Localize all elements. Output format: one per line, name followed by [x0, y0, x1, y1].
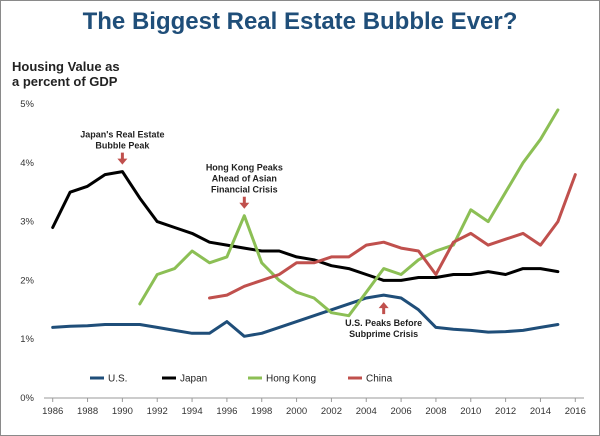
annotation-text: Bubble Peak — [95, 141, 150, 151]
x-tick-label: 2000 — [286, 406, 307, 417]
legend-label: U.S. — [108, 374, 127, 385]
chart-title: The Biggest Real Estate Bubble Ever? — [82, 8, 518, 35]
x-tick-label: 2012 — [495, 406, 516, 417]
x-tick-label: 2004 — [356, 406, 377, 417]
y-tick-label: 0% — [20, 393, 34, 404]
series-line-hong-kong — [138, 108, 560, 318]
x-tick-label: 1986 — [42, 406, 63, 417]
y-tick-label: 1% — [20, 334, 34, 345]
y-axis-label-line: Housing Value as — [12, 59, 120, 74]
annotation-text: Hong Kong Peaks — [206, 163, 283, 173]
annotation-text: Ahead of Asian — [212, 174, 277, 184]
y-tick-label: 5% — [20, 99, 34, 110]
x-tick-label: 1998 — [251, 406, 272, 417]
series-line-china — [208, 173, 577, 300]
series-line-japan — [51, 170, 560, 282]
x-tick-label: 1996 — [216, 406, 237, 417]
x-tick-label: 2010 — [460, 406, 481, 417]
annotation-arrow-head — [117, 158, 128, 165]
annotation-text: Subprime Crisis — [349, 329, 418, 339]
y-tick-label: 3% — [20, 217, 34, 228]
legend-label: Hong Kong — [266, 374, 316, 385]
x-tick-label: 2006 — [391, 406, 412, 417]
y-axis-label-line: a percent of GDP — [12, 74, 118, 89]
x-tick-label: 1990 — [112, 406, 133, 417]
annotation-arrow-head — [378, 302, 389, 309]
annotation-text: U.S. Peaks Before — [345, 318, 422, 328]
x-tick-label: 2002 — [321, 406, 342, 417]
x-tick-label: 2008 — [425, 406, 446, 417]
annotation-text: Japan's Real Estate — [80, 130, 164, 140]
x-tick-label: 2016 — [565, 406, 586, 417]
x-tick-label: 2014 — [530, 406, 551, 417]
legend-label: Japan — [180, 374, 207, 385]
y-tick-label: 2% — [20, 275, 34, 286]
y-axis-label: Housing Value as a percent of GDP — [12, 59, 172, 89]
y-tick-label: 4% — [20, 158, 34, 169]
series-line-u-s — [51, 293, 560, 338]
x-tick-label: 1988 — [77, 406, 98, 417]
x-tick-label: 1992 — [147, 406, 168, 417]
x-tick-label: 1994 — [181, 406, 202, 417]
legend-label: China — [366, 374, 393, 385]
annotation-text: Financial Crisis — [211, 185, 278, 195]
annotation-arrow-head — [239, 202, 250, 209]
